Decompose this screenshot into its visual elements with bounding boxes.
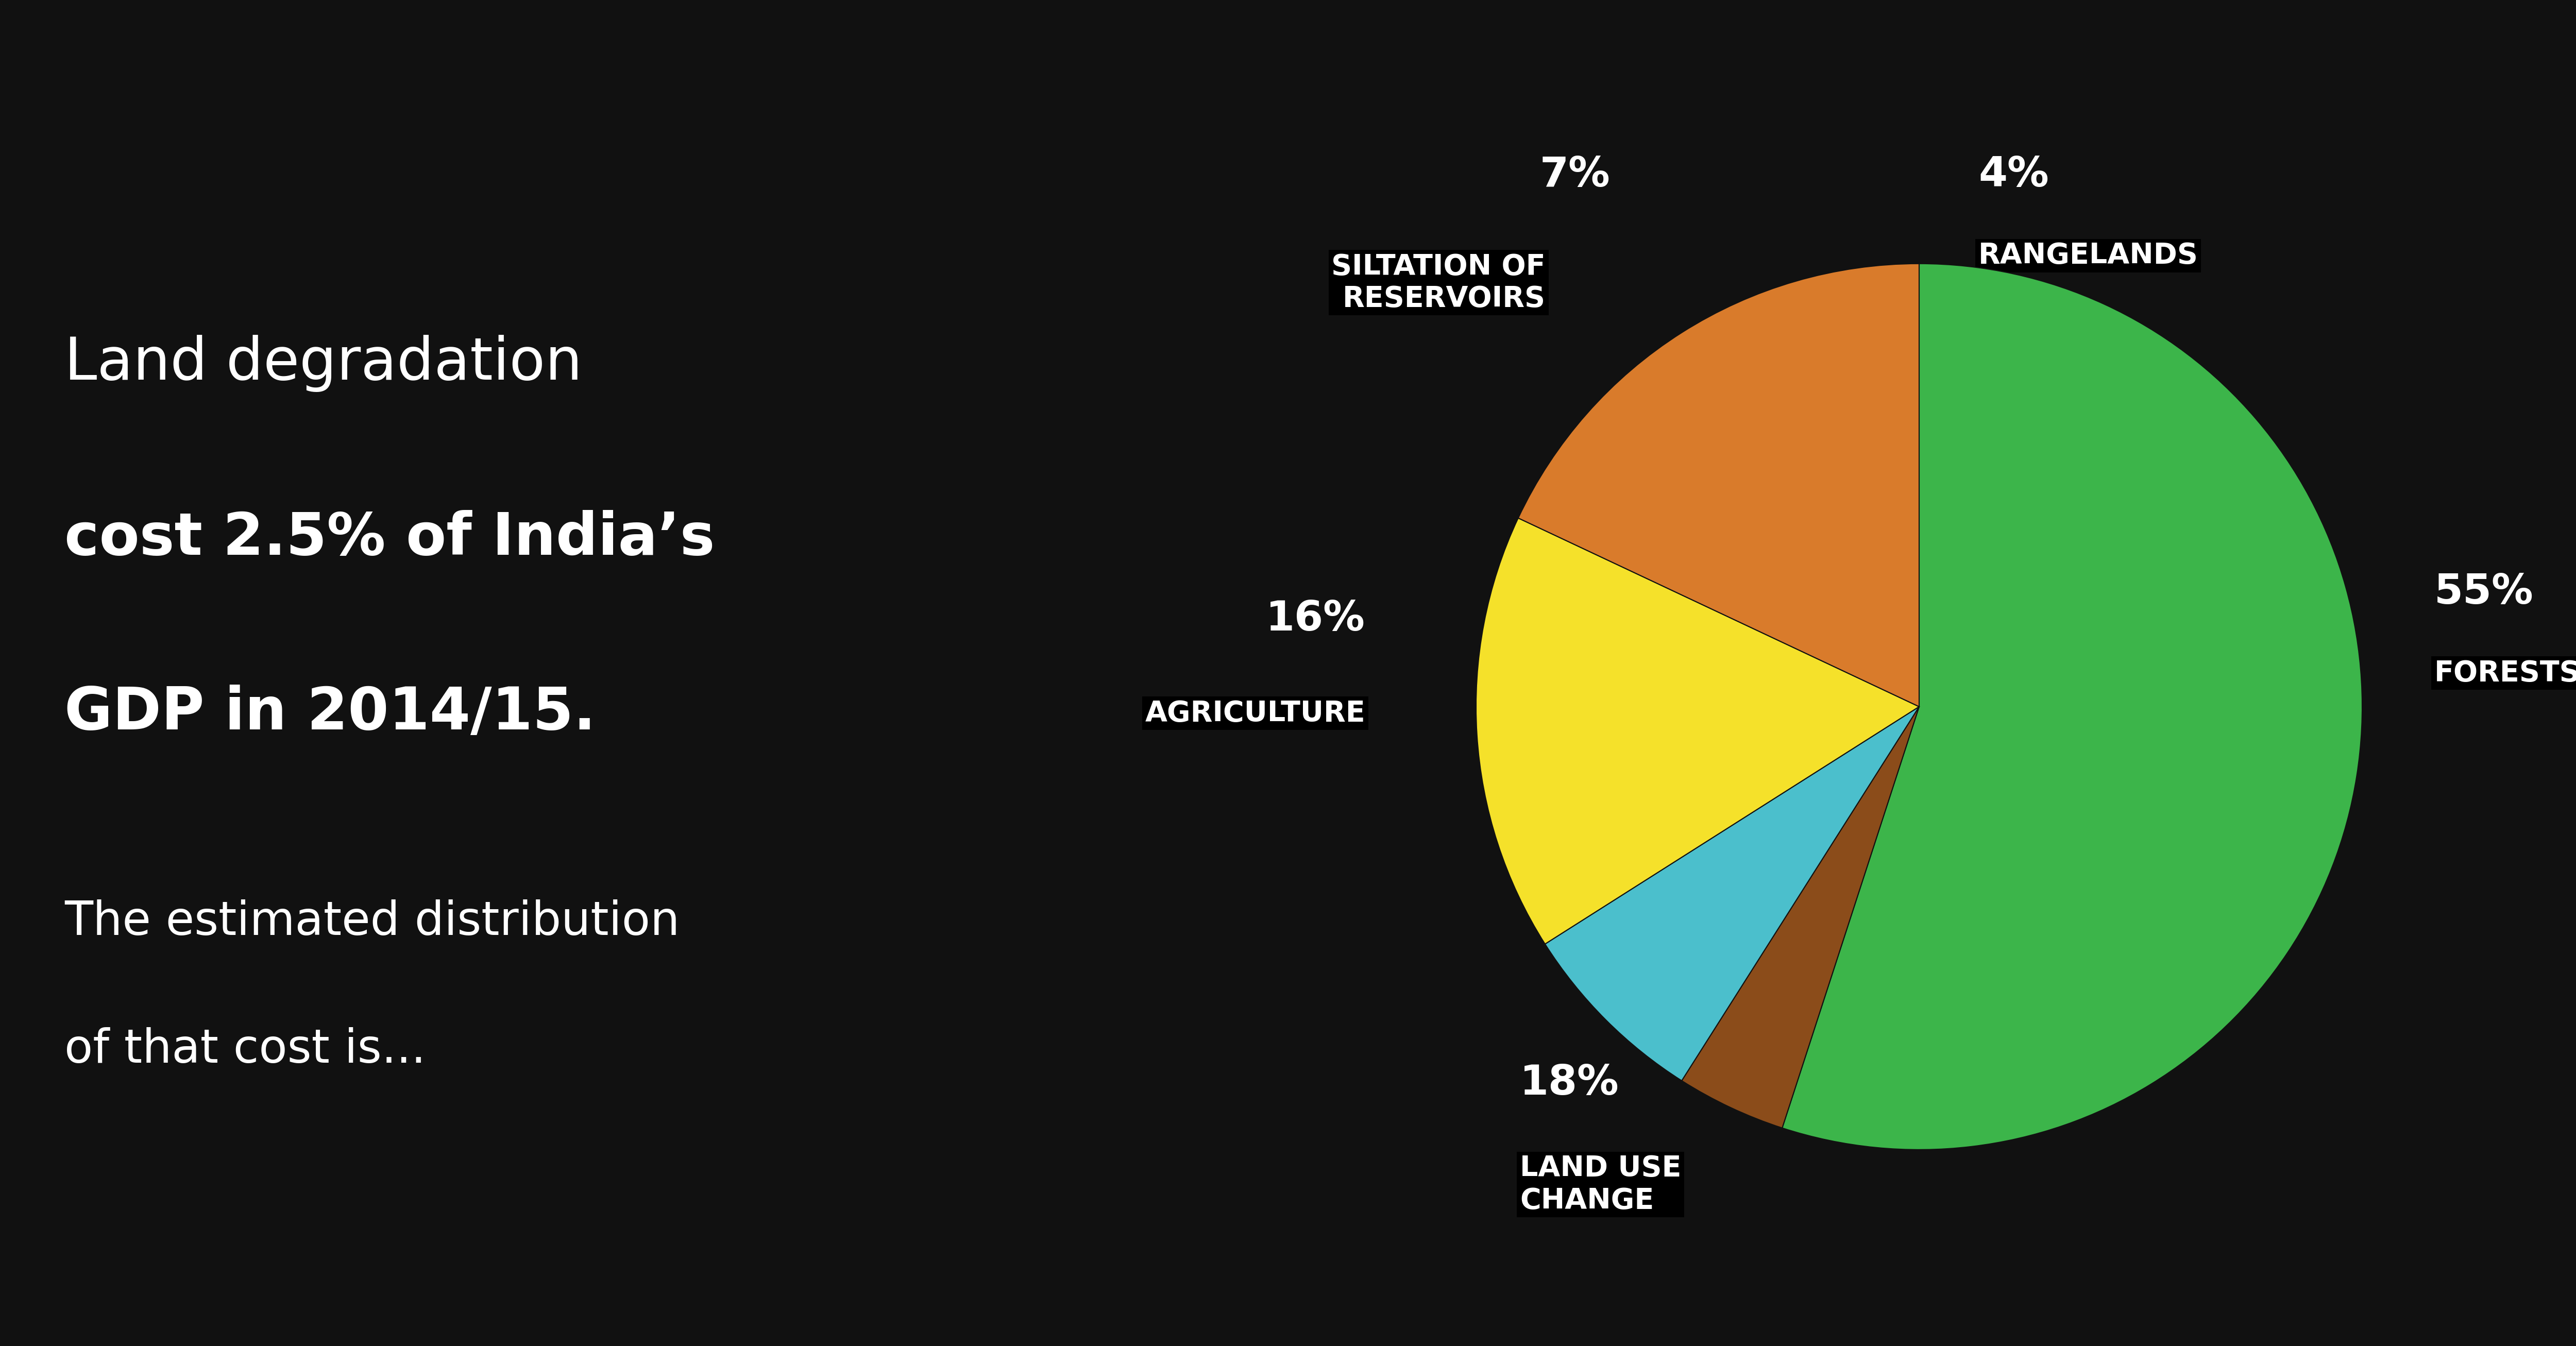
Text: GDP in 2014/15.: GDP in 2014/15.: [64, 685, 595, 742]
Text: 7%: 7%: [1540, 155, 1610, 195]
Wedge shape: [1546, 707, 1919, 1081]
Text: cost 2.5% of India’s: cost 2.5% of India’s: [64, 510, 716, 567]
Text: AGRICULTURE: AGRICULTURE: [1144, 700, 1365, 727]
Text: Land degradation: Land degradation: [64, 335, 582, 392]
Wedge shape: [1476, 518, 1919, 944]
Text: LAND USE
CHANGE: LAND USE CHANGE: [1520, 1155, 1682, 1214]
Text: of that cost is...: of that cost is...: [64, 1027, 425, 1073]
Text: RANGELANDS: RANGELANDS: [1978, 242, 2197, 269]
Text: SILTATION OF
RESERVOIRS: SILTATION OF RESERVOIRS: [1332, 253, 1546, 312]
Text: 16%: 16%: [1265, 599, 1365, 639]
Text: 18%: 18%: [1520, 1063, 1620, 1104]
Text: 55%: 55%: [2434, 572, 2535, 612]
Wedge shape: [1783, 264, 2362, 1149]
Text: The estimated distribution: The estimated distribution: [64, 899, 680, 945]
Wedge shape: [1517, 264, 1919, 707]
Text: FORESTS: FORESTS: [2434, 660, 2576, 686]
Text: 4%: 4%: [1978, 155, 2048, 195]
Wedge shape: [1682, 707, 1919, 1128]
